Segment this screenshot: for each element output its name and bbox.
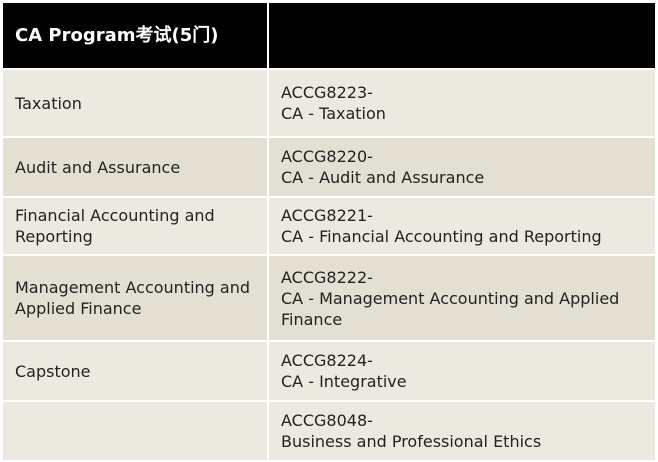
subject-cell: Capstone (3, 342, 267, 400)
subject-cell: Audit and Assurance (3, 138, 267, 196)
table-row: Management Accounting and Applied Financ… (3, 256, 655, 340)
table-row: Financial Accounting and Reporting ACCG8… (3, 198, 655, 254)
table-row: Capstone ACCG8224- CA - Integrative (3, 342, 655, 400)
header-program: CA Program考试(5门) (3, 3, 267, 68)
table-row: Taxation ACCG8223- CA - Taxation (3, 70, 655, 136)
table-row: Audit and Assurance ACCG8220- CA - Audit … (3, 138, 655, 196)
subject-cell: Taxation (3, 70, 267, 136)
course-cell: ACCG8223- CA - Taxation (269, 70, 655, 136)
course-cell: ACCG8220- CA - Audit and Assurance (269, 138, 655, 196)
course-name: CA - Financial Accounting and Reporting (281, 227, 602, 246)
course-cell: ACCG8221- CA - Financial Accounting and R… (269, 198, 655, 254)
table-row: ACCG8048- Business and Professional Ethic… (3, 402, 655, 460)
course-cell: ACCG8048- Business and Professional Ethic… (269, 402, 655, 460)
header-courses (269, 3, 655, 68)
course-code: ACCG8223- (281, 83, 373, 102)
course-name: Business and Professional Ethics (281, 432, 542, 451)
course-name: CA - Audit and Assurance (281, 168, 485, 187)
subject-cell (3, 402, 267, 460)
course-code: ACCG8220- (281, 147, 373, 166)
course-name: CA - Integrative (281, 372, 407, 391)
course-code: ACCG8221- (281, 206, 373, 225)
course-cell: ACCG8222- CA - Management Accounting and … (269, 256, 655, 340)
course-code: ACCG8224- (281, 351, 373, 370)
subject-cell: Financial Accounting and Reporting (3, 198, 267, 254)
table-header-row: CA Program考试(5门) (3, 3, 655, 68)
course-code: ACCG8222- (281, 267, 373, 287)
subject-cell: Management Accounting and Applied Financ… (3, 256, 267, 340)
course-cell: ACCG8224- CA - Integrative (269, 342, 655, 400)
course-code: ACCG8048- (281, 411, 373, 430)
course-name: CA - Management Accounting and Applied F… (281, 288, 620, 329)
course-name: CA - Taxation (281, 104, 386, 123)
